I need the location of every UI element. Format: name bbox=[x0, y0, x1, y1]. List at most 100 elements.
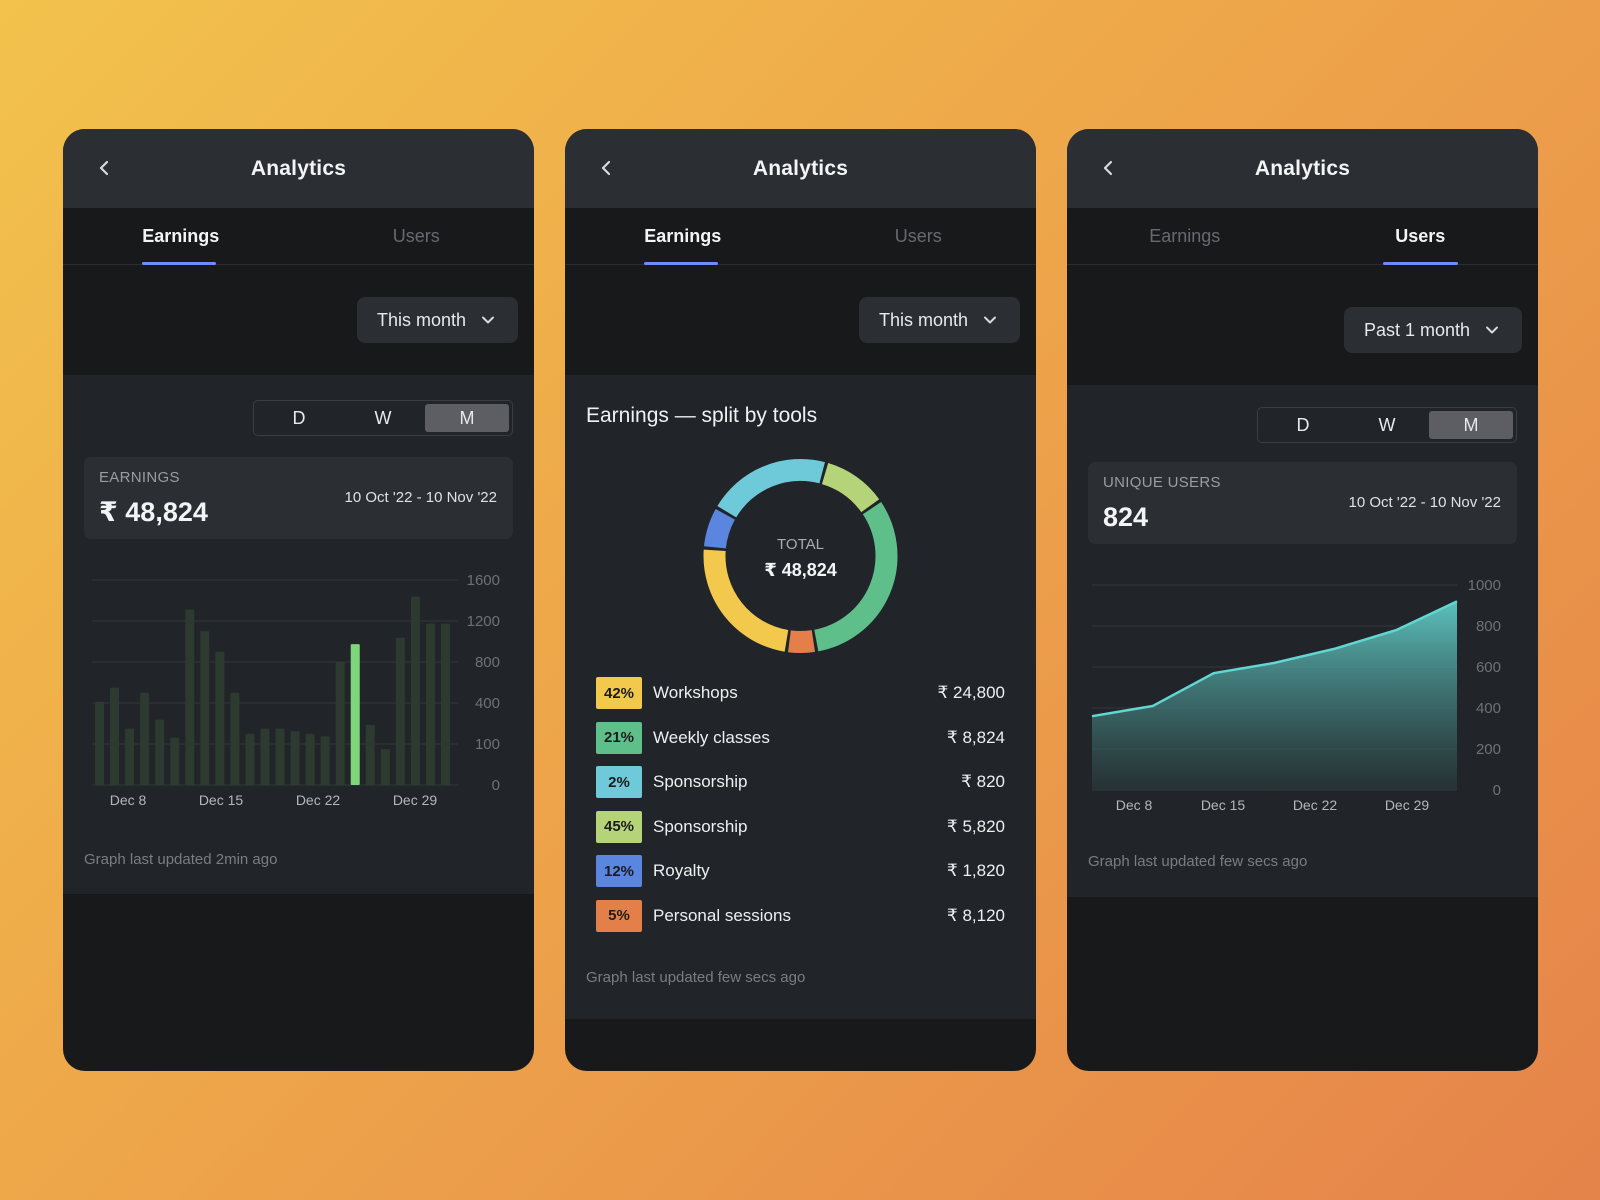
x-tick-label: Dec 8 bbox=[1116, 797, 1153, 813]
x-tick-label: Dec 15 bbox=[1201, 797, 1246, 813]
bar bbox=[410, 596, 420, 785]
tab-users[interactable]: Users bbox=[1303, 208, 1539, 265]
tab-earnings[interactable]: Earnings bbox=[1067, 208, 1303, 264]
legend-item: 2% Sponsorship ₹ 820 bbox=[596, 765, 1005, 799]
back-arrow-icon[interactable] bbox=[595, 156, 619, 180]
donut-center-value: ₹ 48,824 bbox=[764, 560, 837, 580]
donut-slice bbox=[703, 508, 736, 549]
segment-month[interactable]: M bbox=[425, 404, 509, 432]
segment-week[interactable]: W bbox=[1378, 414, 1396, 435]
bar bbox=[320, 736, 330, 785]
legend-amount: ₹ 8,824 bbox=[946, 727, 1005, 747]
earnings-card: EARNINGS ₹ 48,824 10 Oct '22 - 10 Nov '2… bbox=[84, 457, 513, 539]
bar bbox=[155, 719, 165, 785]
y-tick-label: 1200 bbox=[467, 613, 500, 630]
split-panel: Earnings — split by tools TOTAL ₹ 48,824 … bbox=[565, 375, 1036, 1019]
legend-amount: ₹ 8,120 bbox=[946, 905, 1005, 925]
bar bbox=[365, 724, 375, 785]
page-title: Analytics bbox=[1254, 156, 1351, 180]
donut-slice bbox=[821, 463, 880, 513]
bar bbox=[95, 701, 105, 785]
earnings-panel: D W M EARNINGS ₹ 48,824 10 Oct '22 - 10 … bbox=[63, 375, 534, 894]
top-bar: Analytics bbox=[565, 129, 1036, 208]
donut-center-label: TOTAL bbox=[777, 536, 824, 553]
x-tick-label: Dec 29 bbox=[1385, 797, 1430, 813]
page-title: Analytics bbox=[250, 156, 347, 180]
active-tab-indicator bbox=[644, 262, 718, 265]
legend-amount: ₹ 820 bbox=[961, 772, 1005, 791]
bar bbox=[200, 631, 210, 785]
legend-amount: ₹ 5,820 bbox=[946, 816, 1005, 836]
back-arrow-icon[interactable] bbox=[93, 156, 117, 180]
y-tick-label: 0 bbox=[1493, 782, 1501, 799]
bar bbox=[275, 728, 285, 785]
segment-week[interactable]: W bbox=[374, 407, 392, 428]
section-title: Earnings — split by tools bbox=[586, 404, 818, 427]
last-updated-note: Graph last updated 2min ago bbox=[84, 851, 278, 868]
legend-name: Workshops bbox=[653, 683, 738, 702]
legend-item: 5% Personal sessions ₹ 8,120 bbox=[596, 899, 1005, 933]
chevron-down-icon bbox=[1486, 326, 1498, 334]
y-tick-label: 200 bbox=[1476, 741, 1501, 758]
dropdown-value: Past 1 month bbox=[1363, 319, 1470, 340]
segment-day[interactable]: D bbox=[1296, 414, 1310, 435]
segment-month[interactable]: M bbox=[1429, 411, 1513, 439]
tab-label: Earnings bbox=[644, 225, 722, 246]
donut-slice bbox=[788, 630, 816, 653]
y-tick-label: 400 bbox=[475, 695, 500, 712]
earnings-bar-screen: Analytics Earnings Users This month D W … bbox=[63, 129, 534, 1071]
earnings-donut-chart: TOTAL ₹ 48,824 bbox=[703, 459, 898, 653]
bar bbox=[335, 662, 345, 785]
tab-earnings[interactable]: Earnings bbox=[565, 208, 801, 265]
filter-area: This month bbox=[63, 265, 534, 375]
filter-area: This month bbox=[565, 265, 1036, 375]
bar bbox=[170, 737, 180, 785]
period-segmented-control: D W M bbox=[1257, 407, 1517, 443]
x-tick-label: Dec 22 bbox=[1293, 797, 1338, 813]
bar bbox=[260, 728, 270, 785]
period-segmented-control: D W M bbox=[253, 400, 513, 436]
last-updated-note: Graph last updated few secs ago bbox=[1088, 853, 1308, 870]
y-tick-label: 0 bbox=[492, 777, 500, 794]
period-dropdown[interactable]: This month bbox=[858, 297, 1020, 343]
area-line bbox=[1091, 600, 1458, 718]
y-tick-label: 1000 bbox=[1468, 577, 1501, 594]
x-tick-label: Dec 22 bbox=[296, 792, 341, 808]
tab-label: Earnings bbox=[1149, 225, 1221, 246]
tab-label: Users bbox=[894, 225, 942, 246]
legend-name: Sponsorship bbox=[653, 816, 748, 836]
bar bbox=[125, 728, 135, 785]
legend-name: Weekly classes bbox=[653, 727, 770, 747]
bar bbox=[395, 637, 405, 785]
stat-value: 824 bbox=[1103, 502, 1149, 532]
users-area-chart: 1000 800 600 400 200 0 Dec 8 Dec 15 Dec 22 Dec 29 bbox=[1091, 577, 1501, 813]
back-arrow-icon[interactable] bbox=[1097, 156, 1121, 180]
unique-users-card: UNIQUE USERS 824 10 Oct '22 - 10 Nov '22 bbox=[1088, 462, 1517, 544]
legend-name: Royalty bbox=[653, 861, 710, 880]
y-tick-label: 800 bbox=[475, 654, 500, 671]
stat-value: ₹ 48,824 bbox=[99, 497, 208, 527]
dropdown-value: This month bbox=[376, 309, 466, 330]
y-tick-label: 600 bbox=[1476, 659, 1501, 676]
period-dropdown[interactable]: This month bbox=[356, 297, 518, 343]
x-tick-label: Dec 15 bbox=[199, 792, 244, 808]
tab-label: Users bbox=[1395, 225, 1446, 246]
percent-badge: 2% bbox=[596, 766, 642, 798]
legend-item: 42% Workshops ₹ 24,800 bbox=[596, 676, 1005, 710]
legend-amount: ₹ 24,800 bbox=[937, 683, 1005, 702]
bar bbox=[245, 733, 255, 785]
segment-day[interactable]: D bbox=[292, 407, 306, 428]
bar bbox=[215, 651, 225, 785]
legend-name: Personal sessions bbox=[653, 905, 791, 925]
tab-earnings[interactable]: Earnings bbox=[63, 208, 299, 265]
tab-users[interactable]: Users bbox=[801, 208, 1037, 264]
percent-badge: 45% bbox=[596, 810, 642, 843]
tab-label: Users bbox=[392, 225, 440, 246]
bar bbox=[110, 687, 120, 785]
tab-users[interactable]: Users bbox=[299, 208, 535, 264]
tab-bar: Earnings Users bbox=[565, 208, 1036, 265]
period-dropdown[interactable]: Past 1 month bbox=[1343, 307, 1522, 353]
chevron-down-icon bbox=[482, 316, 494, 324]
y-tick-label: 100 bbox=[475, 736, 500, 753]
users-panel: D W M UNIQUE USERS 824 10 Oct '22 - 10 N… bbox=[1067, 385, 1538, 897]
